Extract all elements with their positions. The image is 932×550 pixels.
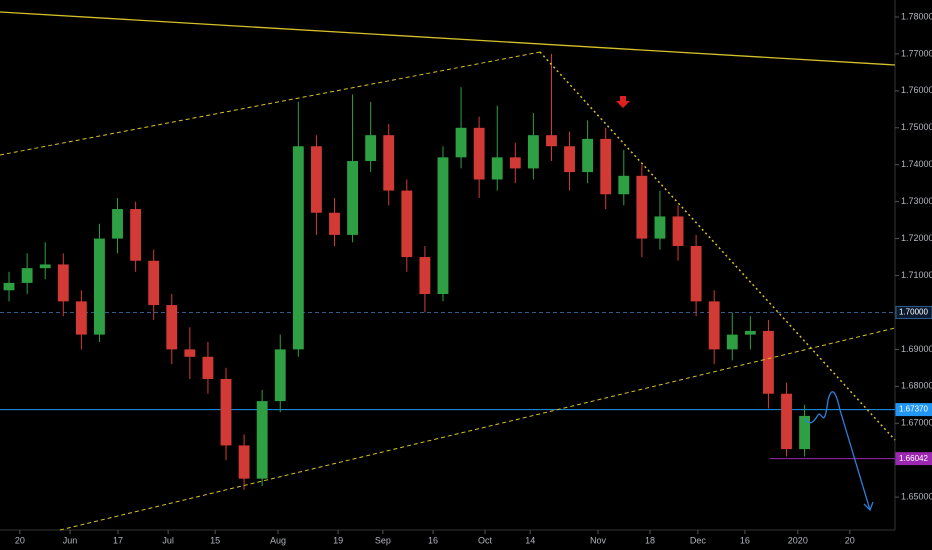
y-tick-label: 1.75000	[901, 122, 932, 132]
y-tick-label: 1.65000	[901, 492, 932, 502]
candle-body	[744, 330, 756, 335]
x-tick-label: Dec	[690, 535, 707, 545]
candle-body	[148, 260, 160, 306]
x-tick-label: Oct	[478, 535, 493, 545]
x-tick-label: 14	[525, 535, 535, 545]
x-tick-label: 18	[645, 535, 655, 545]
trend-line	[539, 51, 896, 441]
candle-body	[202, 356, 214, 379]
candle-body	[437, 157, 449, 294]
level-label: 1.70000	[899, 308, 928, 317]
candle-body	[130, 209, 142, 261]
y-tick-label: 1.71000	[901, 270, 932, 280]
x-tick-label: 16	[740, 535, 750, 545]
level-label: 1.67370	[899, 405, 928, 414]
forecast-path	[804, 391, 871, 511]
candle-body	[383, 135, 395, 191]
level-label-box	[895, 403, 932, 417]
forecast-arrowhead	[863, 501, 874, 512]
x-tick-label: 17	[113, 535, 123, 545]
level-label: 1.66042	[899, 454, 928, 463]
candle-body	[75, 301, 87, 335]
x-tick-label: Aug	[270, 535, 286, 545]
candle-body	[473, 127, 485, 180]
candle-body	[781, 393, 792, 450]
candle-body	[310, 146, 322, 213]
candle-body	[600, 138, 612, 195]
candle-body	[220, 378, 232, 446]
candle-body	[636, 175, 648, 239]
y-tick-label: 1.76000	[901, 85, 932, 95]
candle-body	[564, 146, 575, 173]
trend-line	[0, 11, 896, 66]
x-tick-label: 15	[210, 535, 220, 545]
candle-body	[94, 238, 105, 335]
candle-body	[509, 157, 521, 169]
candle-body	[455, 127, 467, 158]
candle-body	[546, 135, 557, 147]
candle-body	[347, 161, 358, 235]
candle-body	[39, 264, 51, 269]
x-tick-label: 16	[428, 535, 438, 545]
candle-body	[690, 245, 702, 302]
candle-body	[654, 216, 666, 239]
candle-body	[292, 146, 304, 350]
candle-body	[238, 445, 250, 479]
candle-body	[618, 175, 630, 195]
candle-body	[527, 135, 539, 169]
x-tick-label: 20	[15, 535, 25, 545]
candle-body	[166, 305, 178, 350]
candle-body	[799, 415, 811, 450]
y-tick-label: 1.74000	[901, 159, 932, 169]
candle-body	[3, 282, 15, 291]
x-tick-label: 19	[333, 535, 343, 545]
x-tick-label: Jul	[162, 535, 174, 545]
candle-body	[329, 212, 340, 235]
candle-body	[708, 301, 720, 350]
candle-body	[401, 190, 413, 258]
candle-body	[57, 264, 69, 302]
candle-body	[763, 330, 774, 394]
channel-line	[59, 327, 896, 531]
y-tick-label: 1.78000	[901, 11, 932, 21]
candle-body	[112, 209, 123, 239]
candle-body	[491, 157, 503, 180]
candle-body	[21, 268, 33, 283]
candle-body	[419, 257, 431, 294]
channel-line	[0, 51, 541, 156]
candle-body	[582, 138, 594, 173]
candle-body	[184, 349, 196, 357]
x-tick-label: 2020	[788, 535, 808, 545]
y-tick-label: 1.68000	[901, 381, 932, 391]
candle-body	[274, 349, 286, 402]
y-tick-label: 1.72000	[901, 233, 932, 243]
candle-body	[726, 334, 738, 350]
level-label-box	[895, 305, 932, 319]
candle-body	[256, 401, 268, 479]
x-tick-label: Jun	[63, 535, 78, 545]
x-tick-label: Nov	[590, 535, 607, 545]
x-tick-label: 20	[845, 535, 855, 545]
y-tick-label: 1.73000	[901, 196, 932, 206]
y-tick-label: 1.67000	[901, 418, 932, 428]
candle-body	[365, 135, 377, 162]
y-tick-label: 1.77000	[901, 48, 932, 58]
level-label-box	[895, 452, 932, 466]
x-tick-label: Sep	[375, 535, 391, 545]
candle-body	[672, 216, 684, 246]
y-tick-label: 1.69000	[901, 344, 932, 354]
down-arrow	[616, 96, 630, 108]
